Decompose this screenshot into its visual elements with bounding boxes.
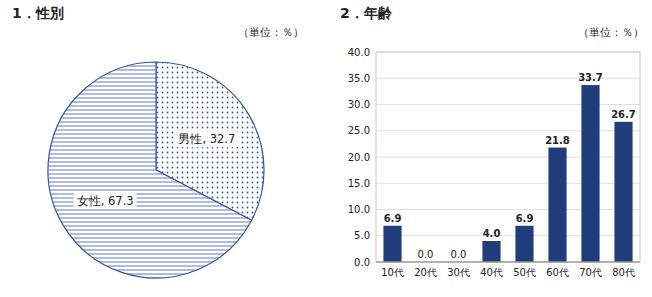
chart-subtitle: （単位：％） <box>578 26 644 39</box>
data-label: 4.0 <box>483 228 501 239</box>
bar <box>383 226 401 262</box>
y-tick-label: 15.0 <box>348 178 370 189</box>
data-label: 0.0 <box>451 249 467 260</box>
data-label: 6.9 <box>516 213 534 224</box>
slice-label-group: 男性, 32.7 <box>175 131 238 147</box>
data-label: 女性, 67.3 <box>77 194 134 208</box>
x-tick-label: 40代 <box>480 267 503 278</box>
y-tick-label: 40.0 <box>348 47 370 58</box>
y-tick-label: 10.0 <box>348 204 370 215</box>
grid-line <box>376 209 640 210</box>
data-label: 6.9 <box>384 213 402 224</box>
grid-line <box>376 183 640 184</box>
grid-line <box>376 235 640 236</box>
x-tick-label: 20代 <box>414 267 437 278</box>
data-label: 33.7 <box>578 72 603 83</box>
label-background <box>175 131 238 147</box>
x-tick-label: 10代 <box>381 267 404 278</box>
bar <box>614 122 632 262</box>
grid-line <box>376 130 640 131</box>
x-tick-label: 80代 <box>612 267 635 278</box>
data-label: 21.8 <box>545 135 570 146</box>
chart-title: 2．年齢 <box>340 5 393 21</box>
x-tick-label: 30代 <box>447 267 470 278</box>
data-label: 26.7 <box>611 109 636 120</box>
x-tick-label: 50代 <box>513 267 536 278</box>
label-background <box>74 193 137 209</box>
data-label: 男性, 32.7 <box>178 132 235 146</box>
x-tick-label: 60代 <box>546 267 569 278</box>
y-tick-label: 5.0 <box>354 230 370 241</box>
bar <box>482 241 500 262</box>
grid-line <box>376 262 640 263</box>
plot-frame <box>376 52 640 262</box>
bar <box>581 85 599 262</box>
y-tick-label: 20.0 <box>348 152 370 163</box>
bars <box>383 85 632 262</box>
slice-label-group: 女性, 67.3 <box>74 193 137 209</box>
x-axis-line <box>376 262 640 263</box>
x-tick-label: 70代 <box>579 267 602 278</box>
bar <box>548 148 566 262</box>
bar <box>515 226 533 262</box>
pie-chart: 1．性別 （単位：％） 男性, 32.7 女性, 67.3 <box>12 5 304 278</box>
bar-chart: 2．年齢 （単位：％） 0.0 5.0 10.0 15.0 20.0 25.0 30.0 35.0… <box>340 5 644 278</box>
grid-line <box>376 104 640 105</box>
y-tick-label: 30.0 <box>348 99 370 110</box>
chart-page: 1．性別 （単位：％） 男性, 32.7 女性, 67.3 2．年齢 （単位：％） 0.0 5… <box>0 0 652 297</box>
y-tick-label: 25.0 <box>348 125 370 136</box>
grid-line <box>376 157 640 158</box>
y-tick-label: 35.0 <box>348 73 370 84</box>
chart-subtitle: （単位：％） <box>238 26 304 39</box>
y-tick-label: 0.0 <box>354 257 370 268</box>
chart-title: 1．性別 <box>12 5 64 21</box>
data-label: 0.0 <box>418 249 434 260</box>
pie-slice <box>48 62 252 278</box>
